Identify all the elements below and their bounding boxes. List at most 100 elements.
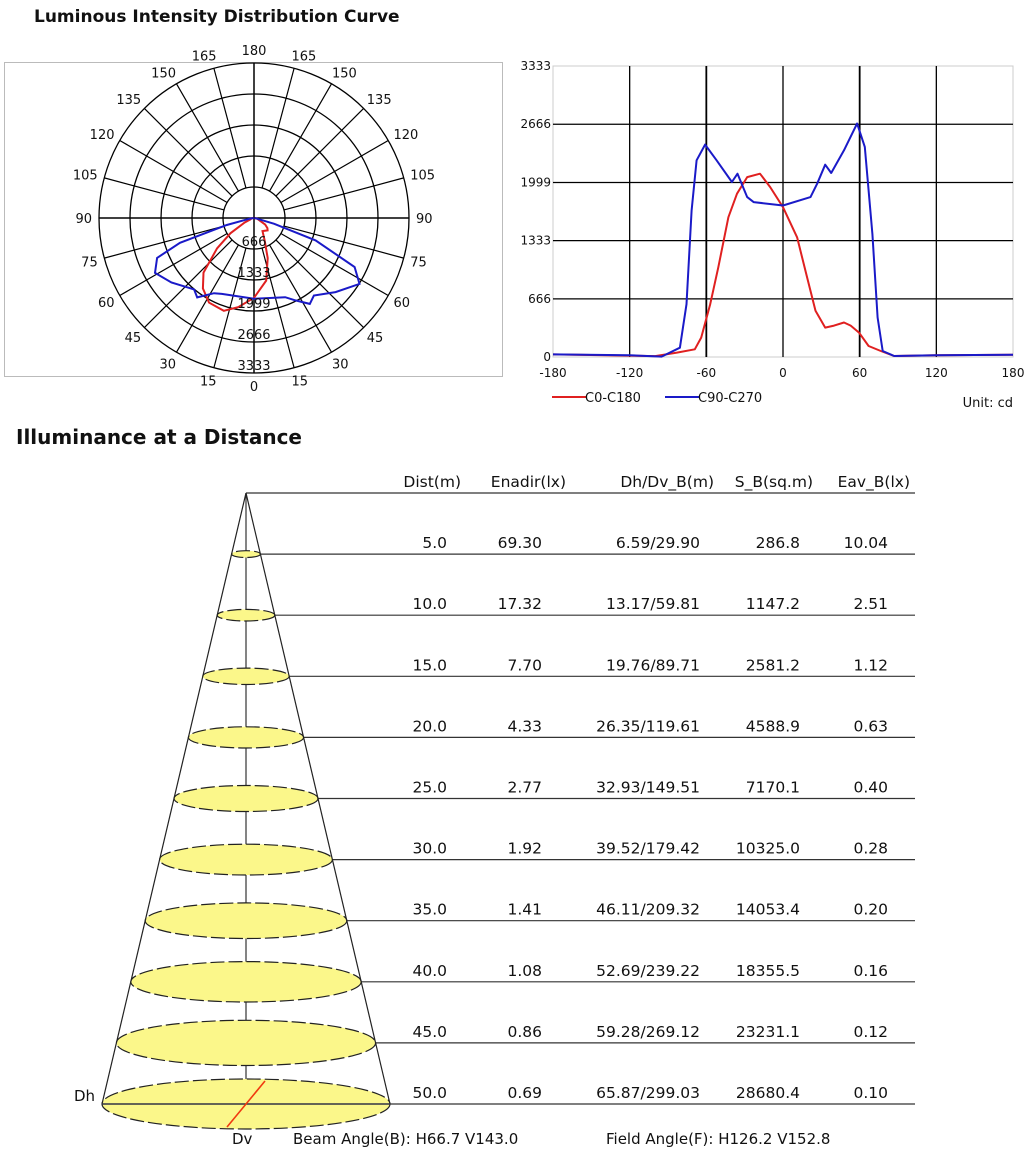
table-cell: 286.8 — [756, 534, 800, 552]
table-cell: 1.92 — [507, 840, 542, 858]
polar-spoke — [119, 139, 228, 204]
polar-spoke — [268, 83, 333, 192]
polar-spoke — [104, 177, 225, 211]
polar-spoke — [283, 225, 404, 259]
table-cell: 65.87/299.03 — [596, 1084, 700, 1102]
table-cell: 2.51 — [853, 595, 888, 613]
cone-edge-right — [245, 492, 391, 1105]
beam-ellipse — [216, 608, 276, 622]
polar-angle-label: 105 — [410, 169, 435, 184]
column-header: Dist(m) — [403, 473, 461, 491]
polar-radial-label: 666 — [242, 235, 267, 250]
polar-spoke — [268, 244, 333, 353]
polar-angle-label: 60 — [393, 296, 410, 311]
table-cell: 32.93/149.51 — [596, 779, 700, 797]
polar-spoke — [275, 107, 365, 197]
beam-ellipse — [159, 843, 334, 876]
column-header: S_B(sq.m) — [735, 473, 813, 492]
table-cell: 25.0 — [412, 779, 447, 797]
polar-curve-C90-C270 — [153, 217, 361, 306]
table-cell: 52.69/239.22 — [596, 962, 700, 980]
table-cell: 17.32 — [498, 595, 542, 613]
table-cell: 14053.4 — [736, 901, 800, 919]
legend-label: C0-C180 — [585, 391, 641, 406]
column-header: Eav_B(lx) — [838, 473, 910, 492]
polar-angle-label: 60 — [98, 296, 115, 311]
column-header: Enadir(lx) — [491, 473, 566, 491]
x-tick-label: 60 — [852, 366, 867, 380]
cartesian-chart: 0 666 1333 1999 2666 3333 -180 -120 -60 0 60 120 180… — [520, 59, 1024, 411]
polar-spoke — [143, 239, 233, 329]
table-cell: 1147.2 — [746, 595, 800, 613]
polar-angle-label: 30 — [332, 357, 349, 372]
polar-spoke — [175, 83, 240, 192]
table-cell: 10325.0 — [736, 840, 800, 858]
x-tick-label: 120 — [925, 366, 948, 380]
polar-spoke — [261, 68, 295, 189]
x-tick-label: 180 — [1002, 366, 1025, 380]
polar-angle-label: 0 — [250, 380, 258, 395]
dh-label: Dh — [74, 1087, 95, 1105]
table-cell: 23231.1 — [736, 1023, 800, 1041]
polar-angle-label: 30 — [159, 357, 176, 372]
polar-angle-label: 15 — [291, 374, 308, 389]
series-line-C90-C270 — [552, 122, 1014, 358]
polar-spoke — [104, 225, 225, 259]
table-cell: 26.35/119.61 — [596, 717, 700, 735]
table-cell: 15.0 — [412, 656, 447, 674]
luminous-title: Luminous Intensity Distribution Curve — [34, 7, 400, 27]
table-cell: 4588.9 — [746, 717, 800, 735]
beam-ellipse — [202, 667, 290, 686]
table-cell: 0.40 — [853, 779, 888, 797]
polar-angle-label: 90 — [416, 212, 433, 227]
beam-angle-label: Beam Angle(B): H66.7 V143.0 — [293, 1130, 518, 1148]
polar-spoke — [213, 68, 247, 189]
polar-angle-label: 120 — [90, 128, 115, 143]
beam-ellipse — [130, 960, 362, 1003]
polar-radial-label: 1333 — [237, 266, 270, 281]
polar-angle-label: 45 — [367, 331, 384, 346]
table-cell: 0.69 — [507, 1084, 542, 1102]
polar-angle-label: 135 — [367, 93, 392, 108]
polar-spoke — [283, 177, 404, 211]
series-line-C0-C180 — [552, 172, 1014, 358]
table-cell: 2.77 — [507, 779, 542, 797]
beam-ellipse — [187, 726, 305, 749]
table-cell: 45.0 — [412, 1023, 447, 1041]
y-tick-label: 1333 — [520, 234, 551, 248]
table-cell: 0.86 — [507, 1023, 542, 1041]
polar-angle-label: 165 — [192, 50, 217, 65]
table-cell: 0.63 — [853, 717, 888, 735]
polar-angle-label: 105 — [73, 169, 98, 184]
polar-angle-label: 45 — [125, 331, 142, 346]
table-cell: 39.52/179.42 — [596, 840, 700, 858]
polar-spoke — [143, 107, 233, 197]
beam-ellipse — [173, 784, 319, 813]
table-cell: 1.41 — [507, 901, 542, 919]
x-tick-label: 0 — [779, 366, 787, 380]
table-cell: 30.0 — [412, 840, 447, 858]
polar-angle-label: 75 — [81, 255, 98, 270]
polar-angle-label: 150 — [151, 67, 176, 82]
table-cell: 28680.4 — [736, 1084, 800, 1102]
x-tick-label: -60 — [697, 366, 717, 380]
table-cell: 5.0 — [422, 534, 447, 552]
table-cell: 13.17/59.81 — [606, 595, 700, 613]
polar-spoke — [280, 232, 389, 297]
table-cell: 2581.2 — [746, 656, 800, 674]
table-cell: 19.76/89.71 — [606, 656, 700, 674]
table-cell: 40.0 — [412, 962, 447, 980]
polar-angle-label: 135 — [116, 93, 141, 108]
dv-line — [226, 1080, 266, 1128]
illuminance-title: Illuminance at a Distance — [16, 425, 302, 449]
x-tick-label: -180 — [539, 366, 566, 380]
table-cell: 10.04 — [844, 534, 888, 552]
polar-angle-label: 180 — [242, 44, 267, 59]
legend-label: C90-C270 — [698, 391, 762, 406]
dv-label: Dv — [232, 1130, 253, 1148]
polar-angle-label: 120 — [393, 128, 418, 143]
y-tick-label: 666 — [528, 292, 551, 306]
cone-edge-left — [101, 492, 247, 1105]
